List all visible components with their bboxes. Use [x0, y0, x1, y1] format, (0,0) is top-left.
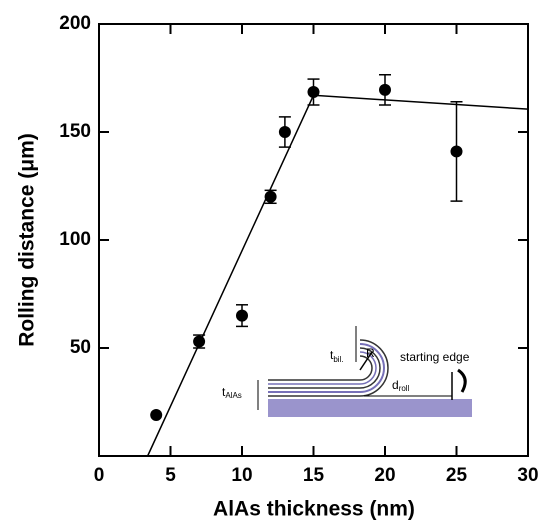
x-tick-label: 0 [94, 465, 105, 486]
radius-arrow [359, 351, 373, 371]
inset-diagram: tbil. R starting edge droll tAlAs [222, 326, 472, 417]
y-tick-label: 100 [59, 229, 91, 250]
x-tick-label: 25 [446, 465, 468, 486]
inset-label: tbil. [330, 348, 344, 364]
x-tick-label: 5 [165, 465, 176, 486]
y-tick-label: 50 [70, 337, 91, 358]
layer [268, 351, 377, 385]
data-point [278, 126, 291, 138]
data-point [150, 408, 163, 421]
x-tick-label: 20 [374, 465, 395, 486]
layer [268, 355, 373, 381]
y-axis-title: Rolling distance (μm) [16, 133, 39, 347]
inset-label: starting edge [400, 350, 470, 364]
data-point [236, 309, 248, 322]
y-tick-label: 150 [59, 121, 91, 142]
edge-arrow [457, 368, 467, 393]
inset-label: tAlAs [222, 385, 242, 400]
data-point [264, 190, 277, 203]
data-point [450, 145, 463, 158]
x-tick-label: 10 [231, 465, 252, 486]
data-point [193, 335, 206, 348]
data-point [307, 86, 320, 99]
x-tick-label: 15 [303, 465, 325, 486]
inset-label: droll [392, 378, 410, 393]
x-axis-title: AlAs thickness (nm) [213, 498, 415, 521]
substrate [268, 399, 472, 417]
x-tick-label: 30 [517, 465, 538, 486]
layer [268, 347, 381, 389]
y-tick-label: 200 [59, 13, 91, 34]
inset-label: R [366, 346, 375, 360]
layer [268, 339, 389, 397]
data-point [379, 83, 391, 96]
layer [268, 343, 385, 393]
